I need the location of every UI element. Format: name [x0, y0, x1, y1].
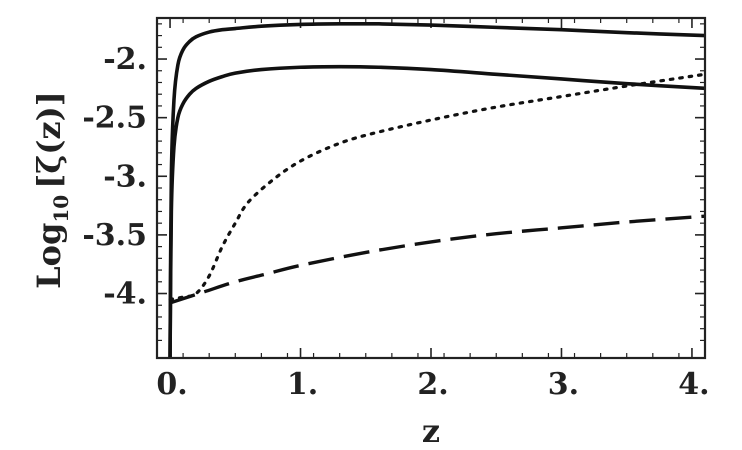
- x-tick-label: 0.: [156, 367, 187, 402]
- series-line-dotted-2: [168, 72, 705, 301]
- series-line-solid-1: [168, 64, 705, 358]
- y-axis-label-rest: [ζ(z)]: [30, 91, 68, 189]
- y-axis-label-main: Log: [30, 223, 68, 289]
- plot-background: [157, 18, 705, 358]
- x-axis-label: z: [422, 412, 440, 450]
- y-axis-label-subscript: 10: [49, 195, 73, 223]
- x-tick-label: 2.: [417, 367, 448, 402]
- y-axis-label: Log10 [ζ(z)]: [30, 91, 73, 289]
- y-tick-label: -3.5: [82, 218, 147, 253]
- x-tick-labels: 0. 1. 2. 3. 4.: [156, 367, 709, 402]
- series-layer: [168, 21, 705, 358]
- y-tick-labels: -2. -2.5 -3. -3.5 -4.: [82, 42, 147, 311]
- y-tick-label: -4.: [103, 277, 147, 312]
- y-tick-label: -3.: [103, 159, 147, 194]
- series-line-solid-0: [168, 21, 705, 358]
- y-tick-label: -2.5: [82, 101, 147, 136]
- y-tick-label: -2.: [103, 42, 147, 77]
- x-tick-label: 4.: [678, 367, 709, 402]
- x-tick-label: 3.: [548, 367, 579, 402]
- plot-frame: [155, 16, 707, 360]
- x-tick-label: 1.: [287, 367, 318, 402]
